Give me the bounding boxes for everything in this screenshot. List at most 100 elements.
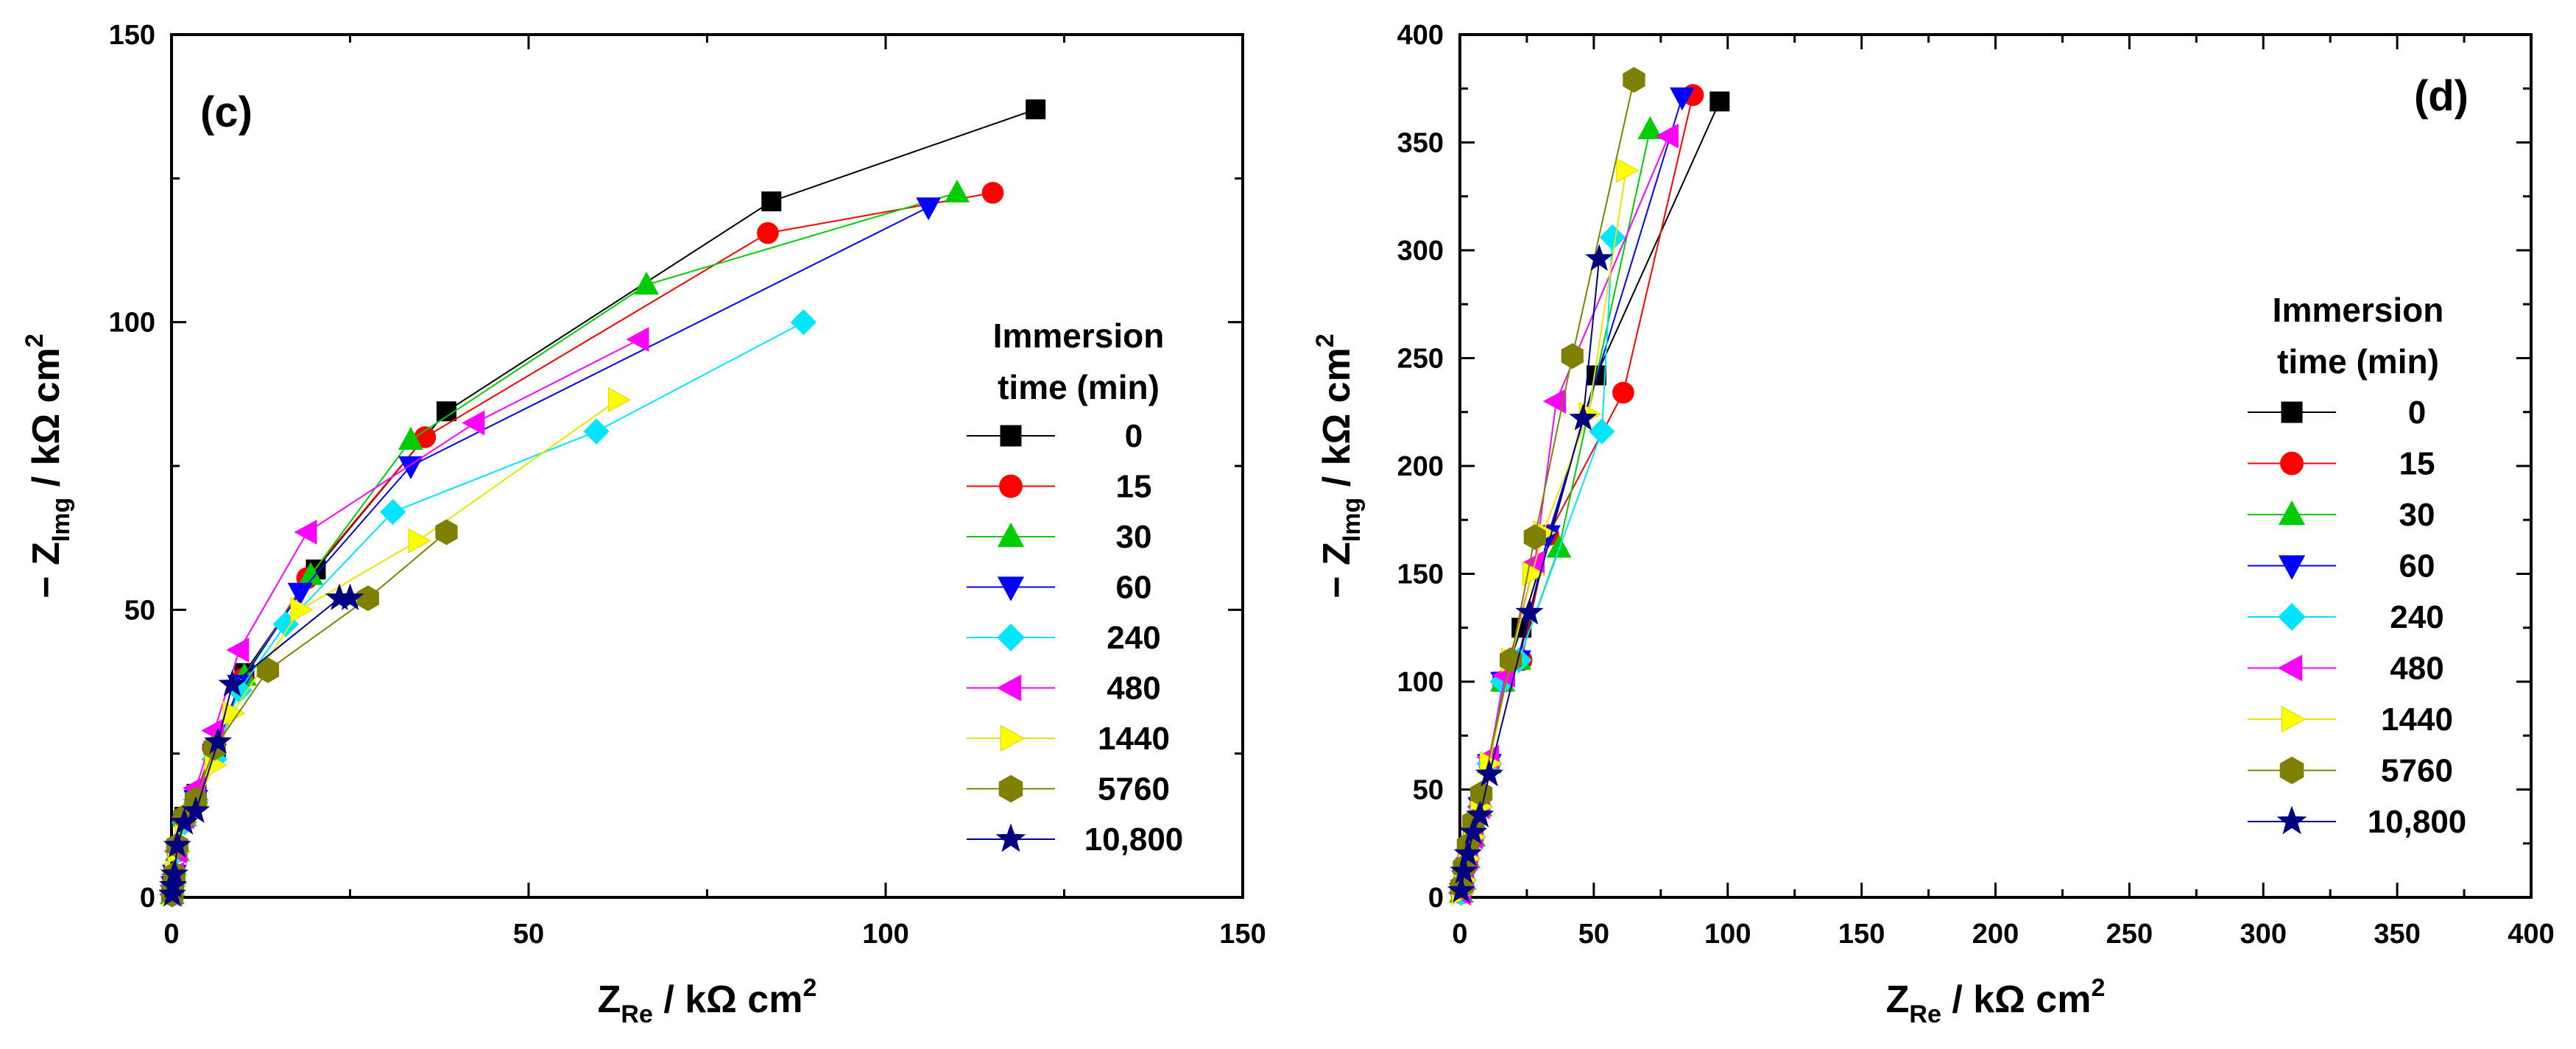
data-point-15 xyxy=(981,182,1004,204)
x-tick-label: 100 xyxy=(1704,919,1751,950)
legend-marker-30 xyxy=(2278,500,2306,526)
data-point-1440 xyxy=(290,597,314,623)
series-line-15 xyxy=(172,191,993,895)
legend-marker-1440 xyxy=(1000,724,1026,752)
legend-marker-1440 xyxy=(2281,705,2307,733)
data-point-5760 xyxy=(356,585,379,612)
data-point-480 xyxy=(626,327,649,353)
data-point-10,800 xyxy=(1459,818,1488,845)
data-point-60 xyxy=(916,197,942,221)
legend-label-5760: 5760 xyxy=(2381,753,2453,789)
data-point-480 xyxy=(1655,123,1679,149)
legend-marker-0 xyxy=(1000,425,1022,447)
data-point-15 xyxy=(757,222,779,244)
legend-label-10,800: 10,800 xyxy=(2368,804,2467,840)
data-point-60 xyxy=(398,456,423,479)
data-point-60 xyxy=(1670,87,1695,110)
data-point-480 xyxy=(294,519,317,545)
legend-label-15: 15 xyxy=(1116,469,1152,505)
legend-label-480: 480 xyxy=(2390,651,2443,687)
data-point-10,800 xyxy=(1450,856,1478,884)
series-line-0 xyxy=(1460,101,1721,894)
legend-label-30: 30 xyxy=(2399,497,2435,533)
x-tick-label: 400 xyxy=(2508,919,2554,950)
legend-label-1440: 1440 xyxy=(1098,721,1170,757)
data-point-240 xyxy=(380,498,406,526)
data-point-480 xyxy=(462,410,485,436)
y-tick-label: 350 xyxy=(1397,128,1444,159)
data-point-10,800 xyxy=(1447,876,1475,903)
data-point-10,800 xyxy=(163,830,191,858)
legend-label-480: 480 xyxy=(1107,671,1160,707)
y-tick-label: 300 xyxy=(1397,236,1444,266)
data-point-10,800 xyxy=(1515,598,1544,625)
data-point-10,800 xyxy=(1475,759,1504,787)
data-point-10,800 xyxy=(170,808,199,835)
y-tick-label: 200 xyxy=(1397,451,1444,482)
y-tick-label: 0 xyxy=(140,883,155,914)
legend-marker-60 xyxy=(2278,555,2306,580)
y-tick-label: 0 xyxy=(1428,883,1444,914)
data-point-10,800 xyxy=(181,796,211,823)
data-point-1440 xyxy=(1616,158,1640,183)
data-point-0 xyxy=(1709,91,1730,112)
legend-marker-240 xyxy=(2278,603,2306,631)
legend-title-line1: Immersion xyxy=(2273,291,2444,329)
data-point-0 xyxy=(761,191,782,212)
data-point-5760 xyxy=(1523,524,1546,551)
y-axis-title: − ZImg / kΩ cm2 xyxy=(1311,333,1366,598)
data-point-10,800 xyxy=(158,880,187,907)
data-point-30 xyxy=(1637,116,1663,140)
legend-marker-0 xyxy=(2281,401,2303,423)
legend-marker-60 xyxy=(997,576,1025,601)
panel-label: (d) xyxy=(2414,72,2469,120)
y-tick-label: 250 xyxy=(1397,344,1444,375)
data-point-240 xyxy=(583,418,610,445)
panel-d: 0 50 100 150 200 250 300 350 4000501001502002503… xyxy=(1311,20,2555,1028)
x-tick-label: 0 xyxy=(1452,919,1467,950)
series-line-0 xyxy=(172,108,1037,895)
y-tick-label: 50 xyxy=(124,595,155,626)
data-point-10,800 xyxy=(160,859,189,886)
series-line-240 xyxy=(172,321,804,895)
legend-label-240: 240 xyxy=(2390,599,2443,635)
legend-label-1440: 1440 xyxy=(2381,702,2453,738)
legend-title-line2: time (min) xyxy=(998,368,1160,406)
data-point-0 xyxy=(1026,99,1046,120)
y-tick-label: 400 xyxy=(1397,20,1444,51)
y-tick-label: 150 xyxy=(109,20,155,51)
legend-marker-5760 xyxy=(998,774,1023,803)
series-line-5760 xyxy=(1460,80,1635,887)
data-point-30 xyxy=(945,179,970,202)
series-line-30 xyxy=(172,191,958,895)
panel-label: (c) xyxy=(200,88,253,136)
data-point-5760 xyxy=(1561,343,1584,370)
legend-marker-480 xyxy=(996,674,1022,702)
legend-marker-10,800 xyxy=(995,823,1026,852)
legend-marker-15 xyxy=(999,474,1023,498)
legend: Immersion time (min) 0 15 30 60 240 480 1440 5760… xyxy=(967,317,1183,858)
data-point-0 xyxy=(436,401,456,422)
legend-label-60: 60 xyxy=(1116,570,1152,606)
data-point-10,800 xyxy=(1453,839,1482,866)
data-point-240 xyxy=(1589,418,1615,445)
x-axis-title: ZRe / kΩ cm2 xyxy=(1886,974,2106,1028)
x-tick-label: 300 xyxy=(2240,919,2287,950)
data-point-5760 xyxy=(435,519,458,545)
y-tick-label: 150 xyxy=(1397,559,1444,590)
legend-marker-240 xyxy=(997,624,1025,651)
series-line-10,800 xyxy=(172,597,350,895)
legend-title-line2: time (min) xyxy=(2277,342,2439,381)
x-tick-label: 50 xyxy=(513,919,544,950)
x-tick-label: 100 xyxy=(862,919,908,950)
legend-label-15: 15 xyxy=(2399,446,2435,482)
x-tick-label: 200 xyxy=(1972,919,2019,950)
data-point-10,800 xyxy=(1569,403,1598,431)
data-point-5760 xyxy=(1623,67,1645,93)
legend-label-60: 60 xyxy=(2399,548,2435,584)
y-tick-label: 100 xyxy=(109,308,155,339)
data-point-30 xyxy=(634,271,659,295)
data-point-30 xyxy=(1546,534,1572,558)
legend-marker-5760 xyxy=(2279,756,2304,785)
